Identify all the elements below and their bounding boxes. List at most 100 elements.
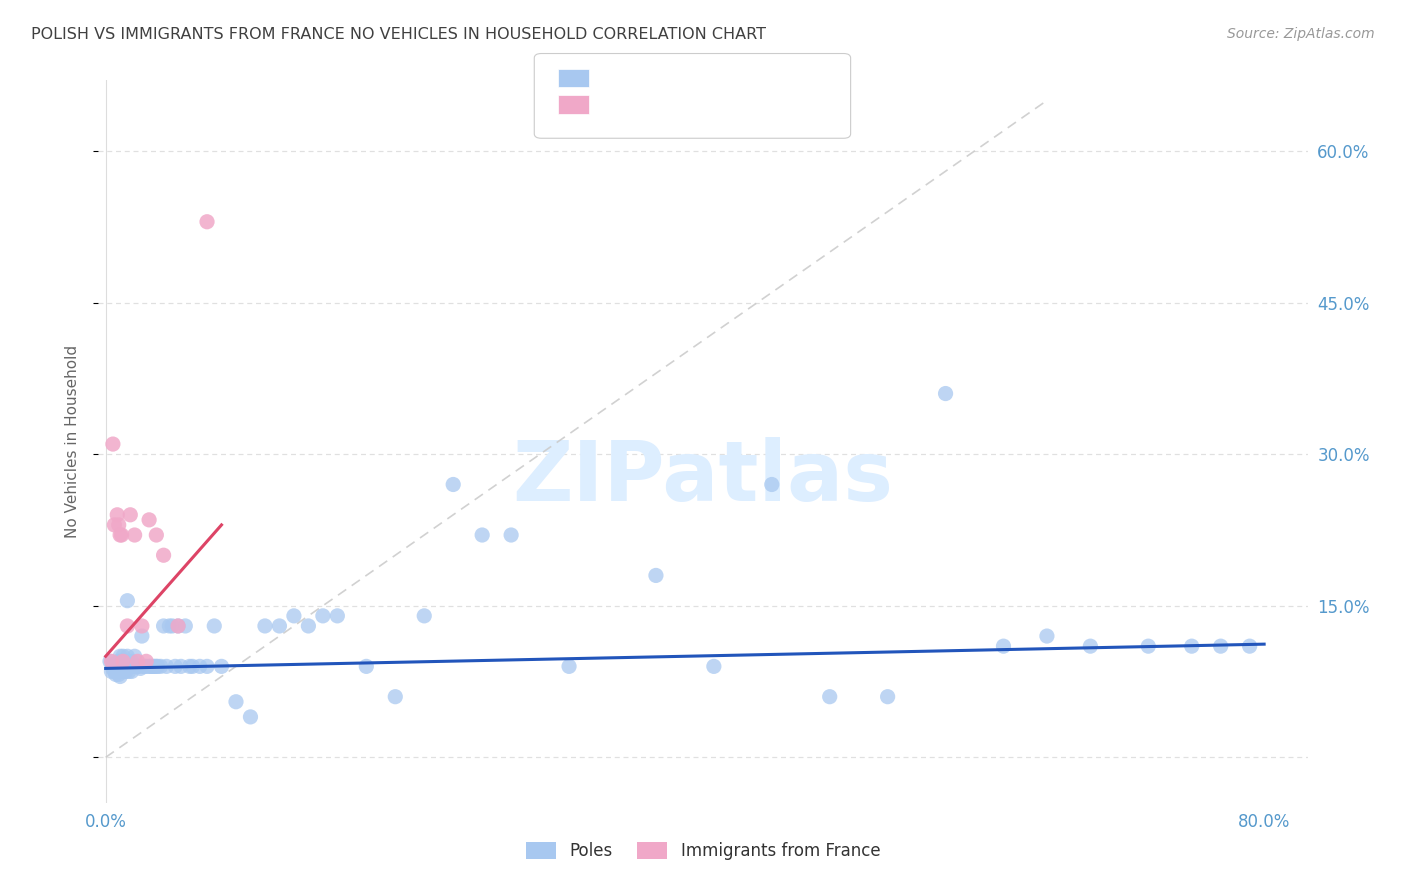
Point: [167, 619, 190, 633]
Point: [167, 619, 190, 633]
Point: [103, 659, 125, 673]
Point: [125, 659, 148, 673]
Point: [558, 659, 581, 673]
Point: [101, 657, 124, 672]
Point: [110, 654, 132, 668]
Point: [181, 659, 204, 673]
Point: [117, 593, 139, 607]
Point: [149, 659, 172, 673]
Point: [645, 568, 668, 582]
Point: [1080, 639, 1102, 653]
Text: Source: ZipAtlas.com: Source: ZipAtlas.com: [1227, 27, 1375, 41]
Point: [384, 690, 406, 704]
Point: [993, 639, 1015, 653]
Point: [108, 665, 131, 679]
Point: [103, 517, 125, 532]
Point: [174, 619, 197, 633]
Point: [935, 386, 957, 401]
Point: [312, 608, 335, 623]
Point: [138, 513, 160, 527]
Point: [108, 659, 131, 673]
Point: [283, 608, 305, 623]
Point: [145, 659, 167, 673]
Point: [297, 619, 319, 633]
Point: [145, 528, 167, 542]
Point: [128, 659, 150, 673]
Point: [105, 508, 128, 522]
Point: [110, 528, 132, 542]
Point: [131, 619, 153, 633]
Point: [105, 659, 128, 673]
Point: [170, 659, 193, 673]
Point: [471, 528, 494, 542]
Point: [118, 654, 141, 668]
Point: [127, 654, 149, 668]
Point: [124, 528, 146, 542]
Point: [112, 665, 135, 679]
Point: [413, 608, 436, 623]
Point: [1137, 639, 1160, 653]
Point: [127, 659, 149, 673]
Point: [124, 659, 146, 673]
Point: [269, 619, 291, 633]
Legend: Poles, Immigrants from France: Poles, Immigrants from France: [519, 835, 887, 867]
Point: [107, 654, 129, 668]
Point: [162, 619, 184, 633]
Point: [202, 619, 225, 633]
Point: [108, 669, 131, 683]
Point: [139, 659, 162, 673]
Point: [120, 508, 142, 522]
Point: [108, 649, 131, 664]
Point: [253, 619, 276, 633]
Point: [117, 619, 139, 633]
Point: [100, 654, 122, 668]
Point: [101, 437, 124, 451]
Point: [129, 661, 152, 675]
Point: [179, 659, 201, 673]
Point: [112, 649, 135, 664]
Point: [108, 654, 131, 668]
Point: [225, 695, 247, 709]
Point: [98, 654, 121, 668]
Point: [195, 215, 218, 229]
Point: [132, 659, 155, 673]
Point: [107, 657, 129, 672]
Point: [157, 619, 180, 633]
Point: [114, 665, 136, 679]
Point: [142, 659, 165, 673]
Point: [104, 657, 127, 671]
Point: [115, 665, 138, 679]
Point: [195, 659, 218, 673]
Point: [117, 649, 139, 664]
Point: [103, 665, 125, 679]
Point: [155, 659, 177, 673]
Point: [134, 659, 156, 673]
Point: [121, 654, 143, 668]
Text: R = 0.078   N = 99: R = 0.078 N = 99: [603, 74, 761, 92]
Point: [112, 654, 135, 668]
Text: R = 0.249   N = 19: R = 0.249 N = 19: [603, 103, 761, 120]
Point: [211, 659, 233, 673]
Point: [118, 665, 141, 679]
Point: [100, 665, 122, 679]
Point: [124, 649, 146, 664]
Y-axis label: No Vehicles in Household: No Vehicles in Household: [65, 345, 80, 538]
Point: [107, 667, 129, 681]
Point: [876, 690, 898, 704]
Point: [138, 659, 160, 673]
Point: [110, 661, 132, 675]
Point: [1209, 639, 1232, 653]
Point: [141, 659, 163, 673]
Point: [105, 665, 128, 679]
Point: [101, 661, 124, 675]
Point: [122, 659, 145, 673]
Point: [1181, 639, 1204, 653]
Point: [239, 710, 262, 724]
Point: [104, 661, 127, 675]
Point: [703, 659, 725, 673]
Point: [135, 659, 157, 673]
Point: [117, 659, 139, 673]
Point: [107, 661, 129, 675]
Point: [356, 659, 378, 673]
Point: [188, 659, 211, 673]
